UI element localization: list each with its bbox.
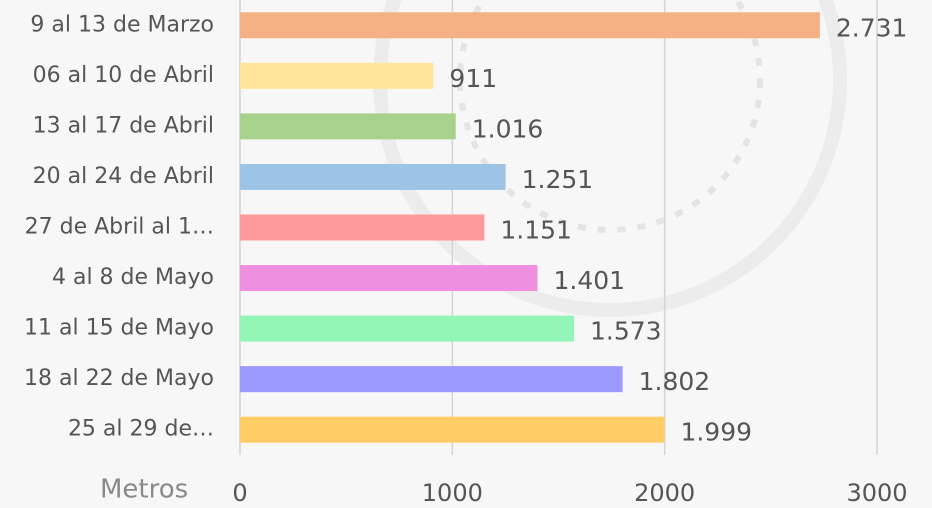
value-label: 1.016 [472,114,544,143]
x-axis-label: Metros [100,475,188,505]
x-tick-label: 2000 [634,479,695,507]
y-tick-label: 9 al 13 de Marzo [30,12,214,37]
bar [240,62,434,89]
y-tick-label: 27 de Abril al 1… [25,215,214,240]
y-tick-label: 11 al 15 de Mayo [24,316,214,341]
bar [240,416,665,443]
value-label: 1.802 [639,367,711,396]
value-label: 1.251 [522,165,594,194]
y-tick-label: 20 al 24 de Abril [33,164,214,189]
bar [240,214,485,241]
x-tick-label: 1000 [422,479,483,507]
background-decoration [457,0,763,233]
bar [240,315,575,342]
value-label: 2.731 [836,13,908,42]
background-decoration [373,0,847,317]
value-label: 1.999 [680,418,752,447]
bar [240,113,456,140]
value-label: 1.151 [500,216,572,245]
value-label: 911 [449,64,497,93]
bar [240,366,623,393]
value-label: 1.401 [553,266,625,295]
bar [240,163,506,190]
y-tick-label: 25 al 29 de… [68,417,214,442]
y-tick-label: 18 al 22 de Mayo [24,366,214,391]
bar [240,12,820,39]
y-tick-label: 4 al 8 de Mayo [52,265,214,290]
x-tick-label: 0 [232,479,247,507]
y-tick-label: 06 al 10 de Abril [33,63,214,88]
y-tick-label: 13 al 17 de Abril [33,113,214,138]
value-label: 1.573 [590,317,662,346]
x-tick-label: 3000 [846,479,907,507]
bar [240,265,538,292]
